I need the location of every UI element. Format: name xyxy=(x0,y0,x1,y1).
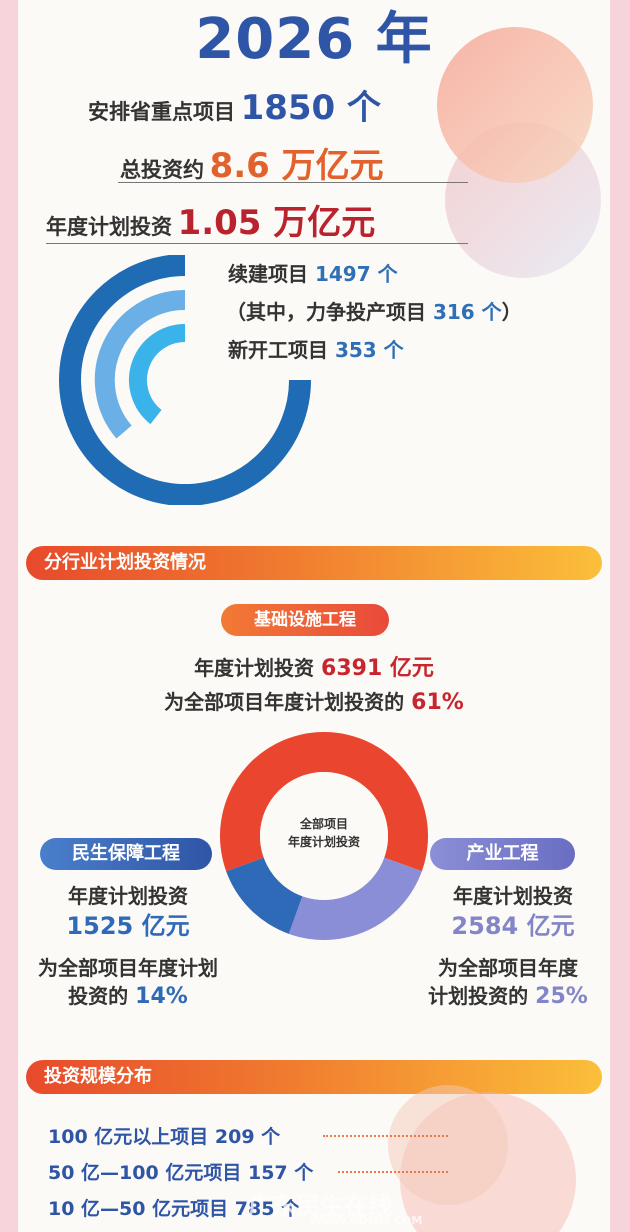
striving-suffix: ） xyxy=(501,300,522,324)
scale-row-3-value: 785 个 xyxy=(234,1198,301,1220)
donut-segment-3 xyxy=(226,857,303,934)
industry-line3-label: 计划投资的 xyxy=(428,984,529,1008)
striving-projects: （其中，力争投产项目 316 个） xyxy=(226,296,522,325)
total-investment-value: 8.6 万亿元 xyxy=(209,146,384,186)
projects-arc-graphic xyxy=(59,255,311,505)
total-investment-line: 总投资约 8.6 万亿元 xyxy=(120,138,384,187)
infra-line-2: 为全部项目年度计划投资的 61% xyxy=(18,686,610,715)
scale-row-1: 100 亿元以上项目 209 个 xyxy=(48,1122,280,1149)
donut-center-2: 年度计划投资 xyxy=(288,834,360,849)
scale-row-1-label: 100 亿元以上项目 xyxy=(48,1126,209,1148)
annual-investment-line: 年度计划投资 1.05 万亿元 xyxy=(46,195,375,244)
donut-segment-2 xyxy=(288,857,422,940)
continuing-value: 1497 个 xyxy=(314,262,398,286)
donut-center-1: 全部项目 xyxy=(299,816,348,831)
striving-prefix: （其中，力争投产项目 xyxy=(226,300,426,324)
industry-value: 2584 亿元 xyxy=(451,912,575,940)
infra-pill: 基础设施工程 xyxy=(221,604,389,636)
industry-pill: 产业工程 xyxy=(430,838,575,870)
scale-row-1-value: 209 个 xyxy=(214,1126,281,1148)
industry-line1: 年度计划投资 xyxy=(453,884,573,908)
scale-banner: 投资规模分布 xyxy=(26,1060,602,1094)
infra-line2-label: 为全部项目年度计划投资的 xyxy=(164,690,405,714)
key-projects-value: 1850 个 xyxy=(240,88,382,128)
scale-row-1-dots xyxy=(323,1135,448,1137)
infra-line-1: 年度计划投资 6391 亿元 xyxy=(18,650,610,682)
new-label: 新开工项目 xyxy=(228,338,328,362)
key-projects-line: 安排省重点项目 1850 个 xyxy=(88,80,381,129)
industry-line3-value: 25% xyxy=(535,984,588,1009)
divider-2 xyxy=(46,243,468,244)
livelihood-line2: 为全部项目年度计划 xyxy=(38,956,218,980)
divider-1 xyxy=(118,182,468,183)
continuing-projects: 续建项目 1497 个 xyxy=(228,258,398,287)
watermark-text: 广东民生在线 xyxy=(248,1192,392,1220)
livelihood-pill: 民生保障工程 xyxy=(40,838,212,870)
striving-value: 316 个 xyxy=(432,300,502,324)
watermark-url: WWW.GDMM.COM xyxy=(310,1214,423,1227)
infra-line2-value: 61% xyxy=(411,690,464,715)
scale-row-3: 10 亿—50 亿元项目 785 个 xyxy=(48,1194,300,1221)
new-projects: 新开工项目 353 个 xyxy=(228,334,404,363)
livelihood-line3-label: 投资的 xyxy=(68,984,129,1008)
industry-line3: 计划投资的 25% xyxy=(408,980,608,1009)
scale-row-2-dots xyxy=(338,1171,448,1173)
total-investment-label: 总投资约 xyxy=(120,158,204,182)
continuing-label: 续建项目 xyxy=(228,262,308,286)
infographic-page: 2026 年 安排省重点项目 1850 个 总投资约 8.6 万亿元 年度计划投… xyxy=(18,0,610,1232)
annual-investment-label: 年度计划投资 xyxy=(46,215,172,239)
scale-row-2-value: 157 个 xyxy=(247,1162,314,1184)
livelihood-value: 1525 亿元 xyxy=(66,912,190,940)
annual-investment-value: 1.05 万亿元 xyxy=(177,203,376,243)
key-projects-label: 安排省重点项目 xyxy=(88,100,235,124)
livelihood-line1: 年度计划投资 xyxy=(68,884,188,908)
page-title: 2026 年 xyxy=(195,7,433,72)
infra-line1-label: 年度计划投资 xyxy=(194,656,315,680)
scale-row-3-label: 10 亿—50 亿元项目 xyxy=(48,1198,229,1220)
livelihood-line3-value: 14% xyxy=(135,984,188,1009)
decorative-bubbles-bottom xyxy=(388,1085,576,1232)
new-value: 353 个 xyxy=(334,338,404,362)
scale-row-2-label: 50 亿—100 亿元项目 xyxy=(48,1162,242,1184)
infra-line1-value: 6391 亿元 xyxy=(321,656,434,681)
scale-row-2: 50 亿—100 亿元项目 157 个 xyxy=(48,1158,313,1185)
sector-banner: 分行业计划投资情况 xyxy=(26,546,602,580)
investment-donut: 全部项目 年度计划投资 xyxy=(220,732,428,940)
livelihood-line3: 投资的 14% xyxy=(18,980,238,1009)
industry-line2: 为全部项目年度 xyxy=(438,956,578,980)
decorative-bubbles xyxy=(437,27,601,278)
donut-hole xyxy=(260,772,388,900)
donut-segment-1 xyxy=(220,732,428,872)
